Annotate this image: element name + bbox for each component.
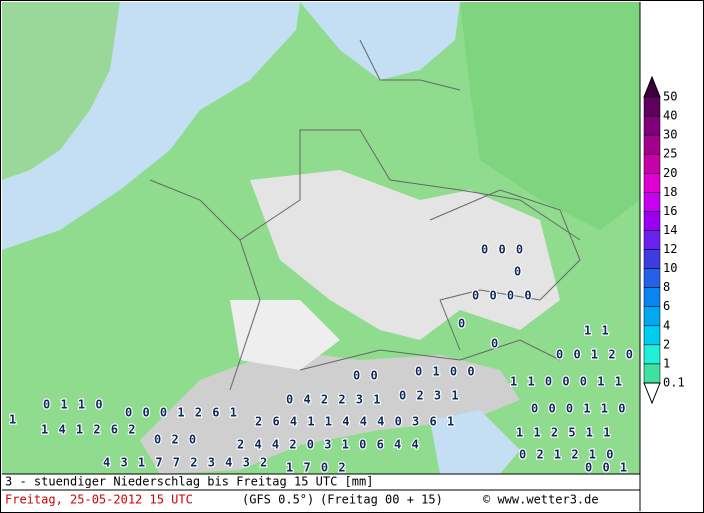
precip-value: 1 4 1 2 6 2 xyxy=(41,423,137,437)
legend-swatch xyxy=(643,363,661,384)
legend-label: 50 xyxy=(663,90,677,104)
precip-value: 1 xyxy=(9,413,18,427)
legend-label: 12 xyxy=(663,242,677,256)
legend-label: 0.1 xyxy=(663,376,685,390)
precip-value: 2 6 4 1 1 4 4 4 0 3 6 1 xyxy=(255,415,456,429)
legend-swatch xyxy=(643,287,661,307)
precip-value: 1 1 0 0 0 1 1 xyxy=(510,375,623,389)
poland xyxy=(460,2,640,230)
footer-title: 3 - stuendiger Niederschlag bis Freitag … xyxy=(5,475,373,489)
legend: 50 40 30 25 20 18 16 14 12 10 8 6 4 2 1 0.1 xyxy=(643,75,685,405)
precip-value: 0 0 0 xyxy=(481,243,525,257)
legend-label: 10 xyxy=(663,261,677,275)
legend-label: 2 xyxy=(663,337,670,351)
legend-swatch xyxy=(643,134,661,155)
precip-value: 0 2 3 1 xyxy=(399,389,460,403)
legend-swatch xyxy=(643,115,661,136)
footer-model: (GFS 0.5°) xyxy=(242,493,314,507)
precip-value: 1 1 xyxy=(584,324,610,338)
baltic xyxy=(300,2,460,80)
precip-value: 0 xyxy=(491,337,500,351)
legend-label: 20 xyxy=(663,166,677,180)
legend-label: 25 xyxy=(663,147,677,161)
borders xyxy=(149,39,581,391)
legend-label: 30 xyxy=(663,128,677,142)
legend-swatch xyxy=(643,173,661,193)
precip-value: 1 7 0 2 xyxy=(286,461,347,475)
footer-date: Freitag, 25-05-2012 15 UTC xyxy=(5,493,193,507)
legend-swatch xyxy=(643,230,661,250)
britain xyxy=(2,2,120,180)
footer-credit: © www.wetter3.de xyxy=(483,493,599,507)
precip-value: 0 1 0 0 xyxy=(415,365,476,379)
footer-run: (Freitag 00 + 15) xyxy=(320,493,443,507)
legend-label: 14 xyxy=(663,223,677,237)
precip-value: 0 0 0 0 xyxy=(472,289,533,303)
legend-arrow-bottom xyxy=(643,382,661,405)
legend-label: 6 xyxy=(663,299,670,313)
legend-label: 4 xyxy=(663,318,670,332)
legend-label: 18 xyxy=(663,185,677,199)
precip-value: 2 4 4 2 0 3 1 0 6 4 4 xyxy=(237,438,420,452)
precip-value: 0 2 1 2 1 0 xyxy=(519,448,615,462)
precip-value: 0 xyxy=(514,265,523,279)
precip-value: 0 0 1 2 0 xyxy=(556,348,635,362)
legend-swatch xyxy=(643,211,661,231)
legend-swatch xyxy=(643,268,661,288)
legend-swatch xyxy=(643,306,661,327)
uplands xyxy=(230,300,340,370)
precip-value: 1 1 2 5 1 1 xyxy=(516,426,612,440)
alps xyxy=(140,350,520,474)
legend-swatch xyxy=(643,192,661,212)
precip-value: 4 3 1 7 7 2 3 4 3 2 xyxy=(103,456,269,470)
precip-value: 0 0 xyxy=(353,369,379,383)
precip-value: 0 0 1 xyxy=(585,461,629,475)
map: 0 0 0 0 0 0 0 0 0 0 1 1 0 0 1 2 0 0 0 0 1 0 0 1 1… xyxy=(2,2,640,476)
precip-value: 0 0 0 1 1 0 xyxy=(531,402,627,416)
legend-swatch xyxy=(643,325,661,346)
legend-swatch xyxy=(643,96,661,117)
precip-value: 0 4 2 2 3 1 xyxy=(286,393,382,407)
adriatic xyxy=(430,410,520,474)
legend-swatch xyxy=(643,344,661,365)
legend-label: 16 xyxy=(663,204,677,218)
precip-value: 0 xyxy=(458,317,467,331)
legend-label: 8 xyxy=(663,280,670,294)
legend-label: 1 xyxy=(663,356,670,370)
legend-swatch xyxy=(643,249,661,269)
legend-label: 40 xyxy=(663,109,677,123)
highlands xyxy=(250,170,560,340)
legend-swatch xyxy=(643,153,661,174)
precip-value: 0 2 0 xyxy=(154,433,198,447)
precip-value: 0 1 1 0 xyxy=(43,398,104,412)
precip-value: 0 0 0 1 2 6 1 xyxy=(125,406,238,420)
